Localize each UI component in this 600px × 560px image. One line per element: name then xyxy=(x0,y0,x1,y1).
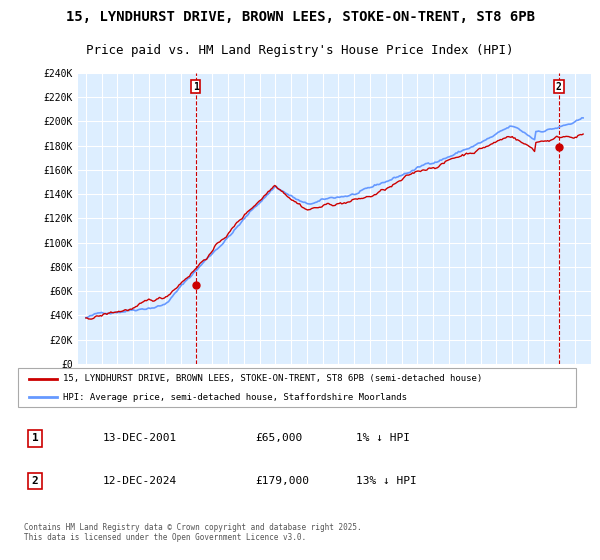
Text: £179,000: £179,000 xyxy=(255,476,309,486)
Text: 1: 1 xyxy=(32,433,38,443)
Text: 15, LYNDHURST DRIVE, BROWN LEES, STOKE-ON-TRENT, ST8 6PB: 15, LYNDHURST DRIVE, BROWN LEES, STOKE-O… xyxy=(65,10,535,24)
Text: 2: 2 xyxy=(556,82,562,91)
Text: 1: 1 xyxy=(193,82,199,91)
Text: 13-DEC-2001: 13-DEC-2001 xyxy=(103,433,177,443)
FancyBboxPatch shape xyxy=(18,368,577,407)
Text: Price paid vs. HM Land Registry's House Price Index (HPI): Price paid vs. HM Land Registry's House … xyxy=(86,44,514,57)
Text: 15, LYNDHURST DRIVE, BROWN LEES, STOKE-ON-TRENT, ST8 6PB (semi-detached house): 15, LYNDHURST DRIVE, BROWN LEES, STOKE-O… xyxy=(63,374,482,383)
Text: 13% ↓ HPI: 13% ↓ HPI xyxy=(356,476,417,486)
Text: 1% ↓ HPI: 1% ↓ HPI xyxy=(356,433,410,443)
Text: Contains HM Land Registry data © Crown copyright and database right 2025.
This d: Contains HM Land Registry data © Crown c… xyxy=(23,523,361,543)
Text: 2: 2 xyxy=(32,476,38,486)
Text: £65,000: £65,000 xyxy=(255,433,302,443)
Text: HPI: Average price, semi-detached house, Staffordshire Moorlands: HPI: Average price, semi-detached house,… xyxy=(63,393,407,402)
Text: 12-DEC-2024: 12-DEC-2024 xyxy=(103,476,177,486)
